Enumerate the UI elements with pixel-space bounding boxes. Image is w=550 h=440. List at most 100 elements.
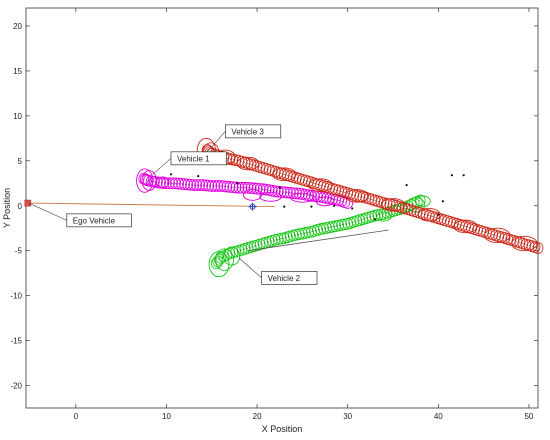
vehicle-3-uncertainty-ellipse: [417, 207, 441, 222]
vehicle-1-track-ring: [221, 180, 233, 193]
plot-area: [25, 7, 539, 409]
vehicle-1-track-ring: [218, 180, 230, 193]
vehicle-3-label-box: [225, 124, 282, 139]
vehicle-2-label-text: Vehicle 2: [268, 274, 301, 283]
vehicle-1-track-ring: [254, 183, 266, 195]
ego-vehicle-path: [27, 202, 276, 208]
detection-point: [351, 207, 354, 210]
vehicle-2-centerline: [216, 200, 421, 264]
ego-vehicle-marker: [24, 199, 32, 207]
vehicle-1-uncertainty-ellipse: [259, 191, 282, 202]
vehicle-1-uncertainty-ellipse: [136, 168, 154, 193]
detection-point: [310, 205, 313, 208]
vehicle-1-track-ring: [278, 186, 290, 199]
vehicle-1-track-ring: [227, 181, 239, 194]
detection-point: [169, 173, 173, 176]
vehicle-1-track-ring: [257, 183, 269, 196]
vehicle-3-uncertainty-ellipse: [453, 219, 478, 234]
ego-vehicle-label-leader: [28, 202, 67, 221]
vehicle-1-track-ring: [203, 179, 215, 192]
detection-point: [450, 174, 454, 177]
x-tick-label: 50: [524, 412, 533, 421]
vehicle-1-uncertainty-ellipse: [315, 196, 335, 207]
vehicle-2-label-box: [261, 271, 318, 285]
vehicle-1-track-ring: [224, 181, 236, 193]
y-axis-label: Y Position: [2, 188, 12, 228]
y-tick-label: -10: [10, 292, 22, 301]
vehicle-3-uncertainty-ellipse: [380, 198, 406, 212]
vehicle-1-label-box: [170, 151, 227, 166]
vehicle-1-track-ring: [233, 181, 245, 194]
vehicle-1-uncertainty-ellipse: [156, 176, 170, 189]
vehicle-2-uncertainty-ellipse: [214, 248, 234, 271]
vehicle-1-label-text: Vehicle 1: [177, 154, 210, 163]
vehicle-2-track-ring: [414, 194, 426, 207]
vehicle-1-track-ring: [342, 197, 354, 209]
detection-point: [197, 174, 200, 178]
vehicle-3-uncertainty-ellipse: [344, 189, 369, 203]
vehicle-1-track-ring: [248, 182, 260, 195]
vehicle-3-label-text: Vehicle 3: [231, 127, 264, 136]
vehicle-1-track-ring: [272, 185, 284, 198]
y-tick-label: 20: [13, 22, 22, 31]
vehicle-1-track-ring: [194, 179, 206, 191]
y-tick-label: -15: [10, 337, 22, 346]
vehicle-1-label-leader: [152, 158, 172, 175]
vehicle-2-label-leader: [238, 257, 262, 279]
vehicle-1-track-ring: [185, 178, 197, 191]
vehicle-3-uncertainty-ellipse: [308, 178, 333, 192]
x-tick-label: 0: [74, 412, 79, 421]
x-axis-label: X Position: [262, 424, 303, 434]
vehicle-1-track-ring: [236, 181, 248, 194]
vehicle-2-uncertainty-ellipse: [376, 211, 392, 222]
vehicle-1-track-ring: [293, 187, 305, 200]
detection-point: [333, 204, 336, 207]
vehicle-3-track-ring: [532, 242, 544, 254]
vehicle-1-track-ring: [212, 180, 224, 192]
vehicle-1-track-ring: [170, 177, 181, 190]
y-tick-label: 10: [13, 112, 22, 121]
detection-point: [462, 174, 465, 177]
vehicle-2-reference-line: [247, 229, 389, 252]
ego-vehicle-label-box: [66, 213, 132, 228]
vehicle-1-track-ring: [176, 178, 187, 190]
vehicle-1-track-ring: [200, 179, 212, 192]
vehicle-1-track-ring: [269, 185, 281, 198]
vehicle-1-track-ring: [182, 178, 193, 191]
vehicle-1-track-ring: [158, 177, 169, 189]
detection-point: [437, 213, 440, 216]
vehicle-1-track-ring: [188, 179, 200, 191]
detection-point: [278, 186, 281, 189]
vehicle-2-uncertainty-ellipse: [415, 195, 431, 208]
ego-vehicle-label-text: Ego Vehicle: [73, 216, 116, 225]
x-tick-label: 30: [343, 412, 352, 421]
vehicle-3-uncertainty-ellipse: [236, 156, 260, 171]
vehicle-1-track-ring: [215, 180, 227, 192]
vehicle-1-track-ring: [251, 182, 263, 195]
x-tick-label: 10: [162, 412, 171, 421]
detection-point: [441, 200, 444, 203]
vehicle-1-track-ring: [167, 177, 178, 190]
annotation-layer: Ego Vehicle Vehicle 1 Vehicle 2 Vehicle 3: [28, 124, 318, 285]
detection-point: [236, 182, 239, 185]
vehicle-3-uncertainty-ellipse: [272, 167, 297, 182]
vehicle-1-track-ring: [230, 181, 242, 194]
vehicle-1-track-ring: [173, 177, 184, 190]
vehicle-1-track-ring: [281, 186, 293, 199]
detection-point: [283, 205, 286, 208]
x-tick-label: 40: [434, 412, 443, 421]
vehicle-1-uncertainty-ellipse: [290, 192, 315, 203]
vehicle-1-track-ring: [239, 181, 251, 194]
vehicle-2-uncertainty-ellipse: [223, 246, 241, 266]
y-tick-label: 15: [13, 67, 22, 76]
vehicle-1-uncertainty-ellipse: [243, 189, 263, 201]
y-tick-label: 0: [18, 202, 23, 211]
vehicle-3-centerline: [207, 149, 539, 249]
x-tick-label: 20: [253, 412, 262, 421]
vehicle-1-track-ring: [197, 179, 209, 191]
vehicle-1-track-ring: [179, 178, 190, 191]
vehicle-1-track-ring: [306, 190, 317, 202]
vehicle-1-track-ring: [191, 179, 203, 191]
vehicle-3-label-leader: [207, 131, 226, 153]
